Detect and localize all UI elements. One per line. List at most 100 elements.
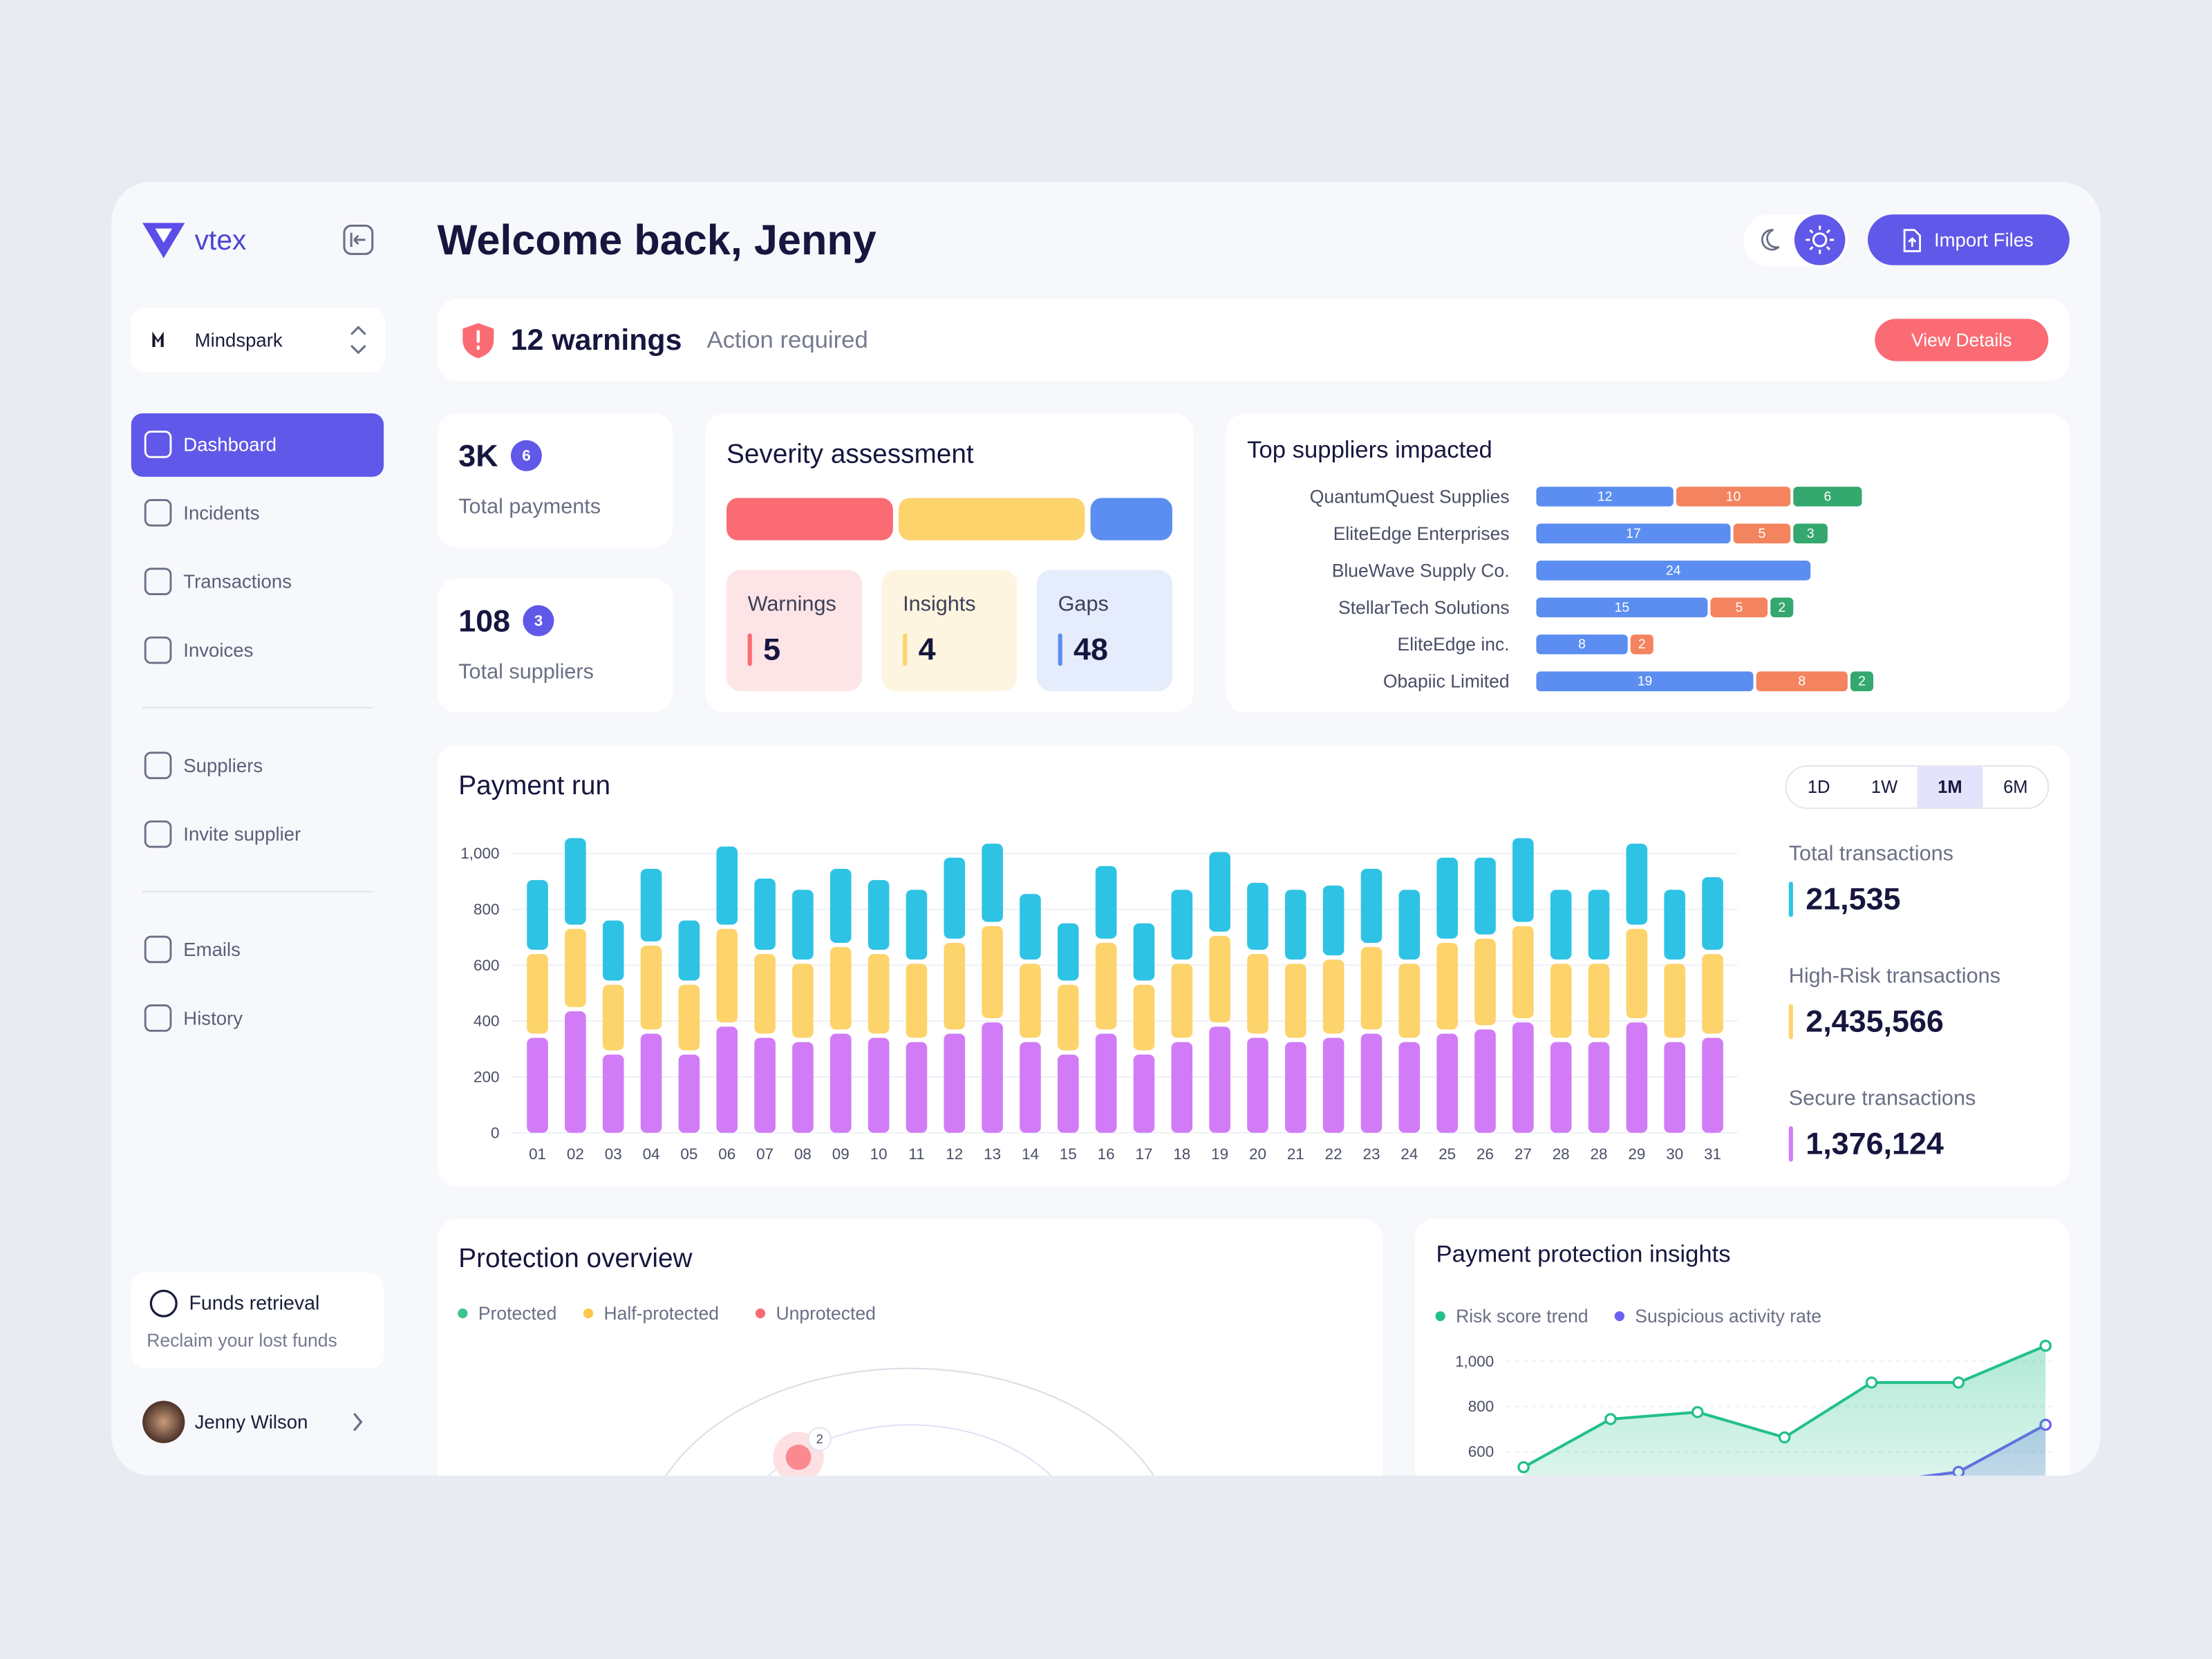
line-point [1691,1406,1704,1418]
supplier-bar-label: 2 [1778,600,1785,615]
x-tick-label: 22 [1325,1145,1342,1163]
bar-segment [1322,1038,1344,1133]
bar-segment [982,926,1003,1019]
nav-item-active[interactable] [131,413,384,477]
period-tab-label: 1M [1938,778,1962,797]
bar-segment [906,1042,928,1133]
bar-segment [830,1033,852,1133]
legend-label: Suspicious activity rate [1635,1306,1821,1327]
supplier-bar-label: 8 [1798,674,1806,689]
user-chevron[interactable] [353,1412,363,1432]
funds-title: Funds retrieval [189,1293,319,1315]
bar-segment [1057,923,1079,981]
transaction-stat-marker [1788,881,1793,917]
y-tick-label: 200 [474,1068,499,1085]
legend-label: Unprotected [776,1303,875,1324]
workspace-switcher[interactable] [131,307,386,373]
supplier-bar-segment [1536,597,1708,618]
nav-label: Invite supplier [183,823,301,845]
x-tick-label: 03 [605,1145,622,1163]
bar-segment [1588,1042,1610,1133]
x-tick-label: 27 [1515,1145,1532,1163]
supplier-bar-label: 17 [1626,526,1641,541]
funds-card[interactable] [131,1272,384,1369]
period-tab-label: 1D [1808,778,1830,797]
x-tick-label: 25 [1438,1145,1456,1163]
collapse-button[interactable] [343,225,374,255]
bar-segment [1209,935,1230,1023]
collapse-icon [350,232,366,247]
bar-segment [1209,852,1230,932]
bar-segment [1247,1038,1268,1133]
x-tick-label: 08 [794,1145,812,1163]
supplier-bar-label: 6 [1824,489,1831,504]
bar-segment [754,954,776,1034]
x-tick-label: 05 [680,1145,697,1163]
period-tab-active[interactable] [1917,767,1983,808]
alert-message: Action required [706,327,868,353]
user-name: Jenny Wilson [195,1412,308,1433]
supplier-bar-label: 2 [1858,674,1866,689]
stat-value: 3K [458,438,498,474]
inner-ring [733,1424,1087,1476]
view-details-button[interactable] [1875,319,2049,362]
bar-segment [1702,1038,1723,1133]
supplier-bar-segment [1536,671,1754,691]
bar-segment [565,1011,586,1133]
sun-button[interactable] [1794,214,1846,265]
bar-segment [906,890,928,960]
bar-segment [1398,964,1421,1038]
severity-value: 48 [1074,631,1108,666]
bar-segment [1512,926,1534,1019]
bar-segment [1247,954,1268,1034]
supplier-bar-segment [1630,634,1653,655]
supplier-bar-segment [1536,634,1628,655]
bar-segment [1171,1042,1193,1133]
stat-card [437,413,673,547]
bar-segment [1322,885,1344,956]
node-badge [807,1427,832,1451]
y-tick-label: 600 [1468,1443,1494,1461]
bar-segment [1360,1033,1382,1133]
nav-label: History [183,1007,243,1029]
nav-icon [144,568,172,596]
x-tick-label: 29 [1628,1145,1645,1163]
bar-segment [678,984,700,1051]
import-icon [1903,229,1921,252]
nav-icon [144,1004,172,1032]
bar-segment [1057,1054,1079,1133]
supplier-bar-label: 5 [1758,526,1765,541]
x-tick-label: 07 [756,1145,774,1163]
insights-title: Payment protection insights [1436,1241,1731,1267]
view-details-label: View Details [1911,330,2012,350]
bar-segment [830,947,852,1030]
node-core [785,1444,812,1470]
bar-segment [678,920,700,981]
supplier-bar-segment [1770,597,1794,618]
bar-segment [1512,1022,1534,1133]
bar-segment [944,1033,966,1133]
x-tick-label: 21 [1287,1145,1304,1163]
nav-label: Incidents [183,502,259,523]
nav-icon [144,431,172,458]
severity-label: Warnings [748,592,836,615]
y-tick-label: 0 [491,1124,499,1141]
period-tab-label: 6M [2003,778,2027,797]
nav-item[interactable] [131,622,384,679]
x-tick-label: 12 [946,1145,963,1163]
severity-marker [903,633,908,666]
suppliers-title: Top suppliers impacted [1247,437,1492,463]
x-tick-label: 23 [1363,1145,1380,1163]
supplier-bar-segment [1850,671,1873,691]
bar-segment [1550,1042,1572,1133]
bar-segment [792,964,814,1038]
bar-segment [1702,954,1723,1034]
bar-segment [1285,890,1306,960]
bar-segment [1285,1042,1306,1133]
bar-segment [754,1038,776,1133]
nav-item[interactable] [131,990,384,1047]
nav-item[interactable] [131,921,384,978]
supplier-bar-label: 8 [1578,637,1586,652]
import-button[interactable] [1868,214,2070,265]
x-tick-label: 31 [1704,1145,1721,1163]
